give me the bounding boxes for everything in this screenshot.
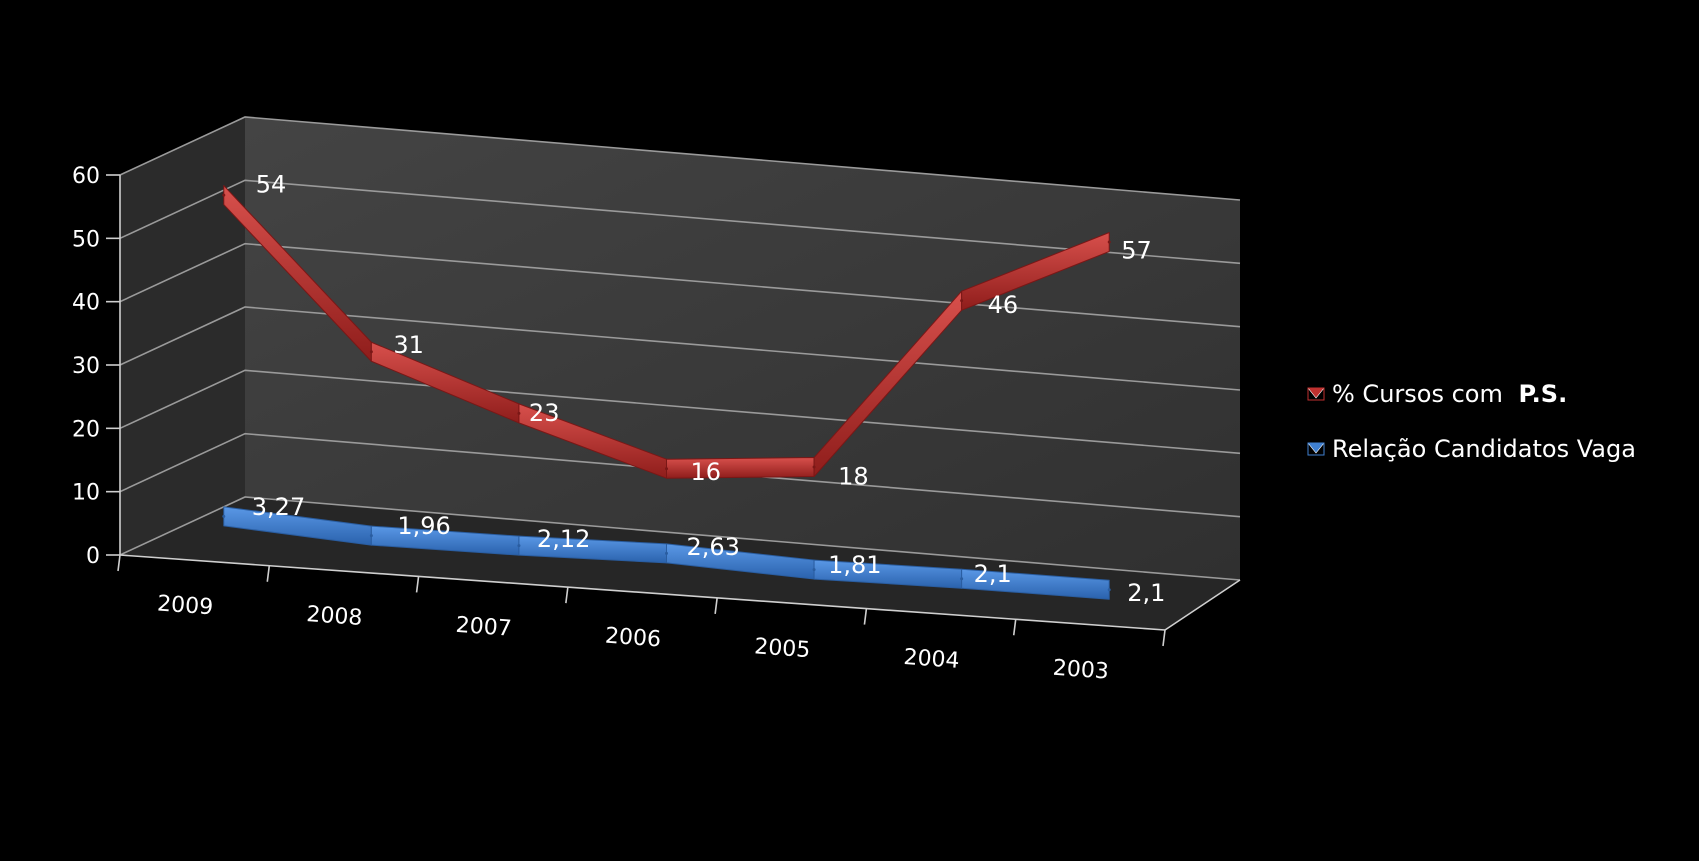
x-tick-mark-7 [1162, 629, 1166, 647]
depth-axis-line [1164, 579, 1241, 631]
x-tick-mark-6 [1012, 619, 1017, 636]
data-labels: 3,27 1,96 2,12 2,63 1,81 2,1 2,1 54 31 23 16 18 46 57 [252, 171, 1166, 608]
x-tick-label-2006: 2006 [604, 624, 662, 653]
x-tick-mark-5 [863, 608, 868, 625]
gridline-5 [119, 179, 1241, 265]
x-tick-mark-4 [714, 597, 718, 614]
series-1-segment-5 [961, 568, 1110, 600]
series-0-point-4 [812, 465, 816, 469]
series-0 [222, 185, 1111, 479]
series-1-point-0 [222, 514, 226, 518]
legend-marker-0 [1307, 387, 1325, 399]
series-1-data-label-3: 2,63 [687, 533, 740, 561]
series-0-point-2 [517, 411, 521, 415]
gridline-4 [119, 242, 1241, 328]
series-1-data-label-6: 2,1 [1127, 579, 1165, 607]
x-tick-label-2005: 2005 [753, 634, 811, 663]
x-tick-label-2003: 2003 [1052, 656, 1110, 685]
legend-swatch-1 [1307, 442, 1325, 456]
x-tick-mark-3 [565, 587, 569, 604]
x-tick-label-2009: 2009 [156, 591, 214, 620]
series-0-data-label-6: 57 [1121, 237, 1152, 265]
legend-marker-1 [1307, 442, 1325, 454]
x-tick-mark-2 [415, 576, 420, 593]
gridlines [119, 116, 1241, 581]
series-1 [222, 506, 1111, 600]
series-1-point-2 [517, 544, 521, 548]
y-tick-label-1: 10 [72, 481, 100, 506]
series-1-data-label-0: 3,27 [252, 493, 305, 521]
x-tick-label-2004: 2004 [903, 645, 961, 674]
series-0-point-0 [222, 193, 226, 197]
series-1-point-6 [1107, 588, 1111, 592]
series-0-segment-3 [666, 457, 815, 479]
series-1-point-3 [665, 551, 668, 555]
x-tick-mark-1 [266, 565, 271, 582]
series-0-data-label-1: 31 [393, 331, 424, 359]
series-1-data-label-1: 1,96 [397, 512, 450, 540]
y-tick-label-4: 40 [72, 291, 100, 316]
legend-label-1: Relação Candidatos Vaga [1332, 435, 1636, 463]
y-tick-label-0: 0 [86, 544, 100, 569]
x-tick-label-2008: 2008 [306, 602, 364, 631]
series-1-data-label-2: 2,12 [537, 525, 590, 553]
series-1-data-label-4: 1,81 [828, 551, 881, 579]
legend: % Cursos com P.S. Relação Candidatos Vaga [1307, 380, 1636, 463]
series-0-data-label-4: 18 [838, 463, 869, 491]
series-layer [222, 185, 1111, 600]
series-1-data-label-5: 2,1 [974, 560, 1012, 588]
x-tick-label-2007: 2007 [455, 613, 513, 642]
legend-label-0: % Cursos com P.S. [1332, 380, 1567, 408]
gridline-6 [119, 116, 1241, 201]
y-tick-label-2: 20 [72, 417, 100, 442]
x-axis-line [119, 554, 1166, 631]
series-1-point-4 [812, 568, 816, 572]
series-0-data-label-0: 54 [256, 171, 287, 199]
legend-swatch-0 [1307, 387, 1325, 401]
x-tick-mark-0 [117, 554, 121, 572]
series-0-segment-5 [961, 232, 1110, 311]
series-0-point-1 [369, 350, 373, 354]
gridline-1 [119, 432, 1241, 518]
series-1-point-1 [369, 534, 373, 538]
gridline-2 [119, 369, 1241, 455]
y-tick-label-3: 30 [72, 354, 100, 379]
series-1-point-5 [960, 577, 964, 581]
series-0-data-label-5: 46 [988, 291, 1019, 319]
series-0-data-label-2: 23 [529, 399, 560, 427]
series-0-point-5 [960, 299, 964, 303]
gridline-0 [119, 496, 1241, 581]
series-0-data-label-3: 16 [691, 458, 722, 486]
y-tick-label-6: 60 [72, 164, 100, 189]
axes: 0 10 20 30 40 50 60 2009 2008 2007 2006 2005 2004 200… [72, 164, 1241, 685]
series-0-point-6 [1107, 240, 1111, 244]
y-tick-label-5: 50 [72, 227, 100, 252]
series-0-point-3 [665, 467, 668, 471]
